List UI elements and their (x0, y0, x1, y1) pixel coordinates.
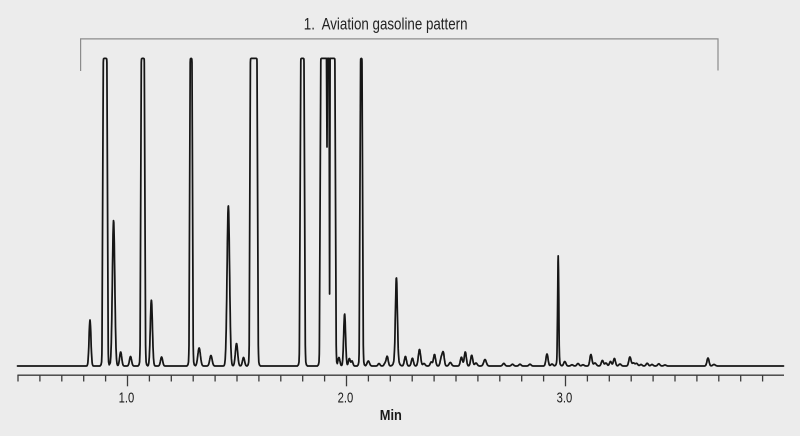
svg-text:2.0: 2.0 (338, 390, 354, 406)
svg-text:Min: Min (380, 408, 402, 424)
svg-text:1. Aviation gasoline pattern: 1. Aviation gasoline pattern (304, 15, 468, 33)
svg-text:3.0: 3.0 (557, 390, 573, 406)
svg-text:1.0: 1.0 (119, 390, 135, 406)
